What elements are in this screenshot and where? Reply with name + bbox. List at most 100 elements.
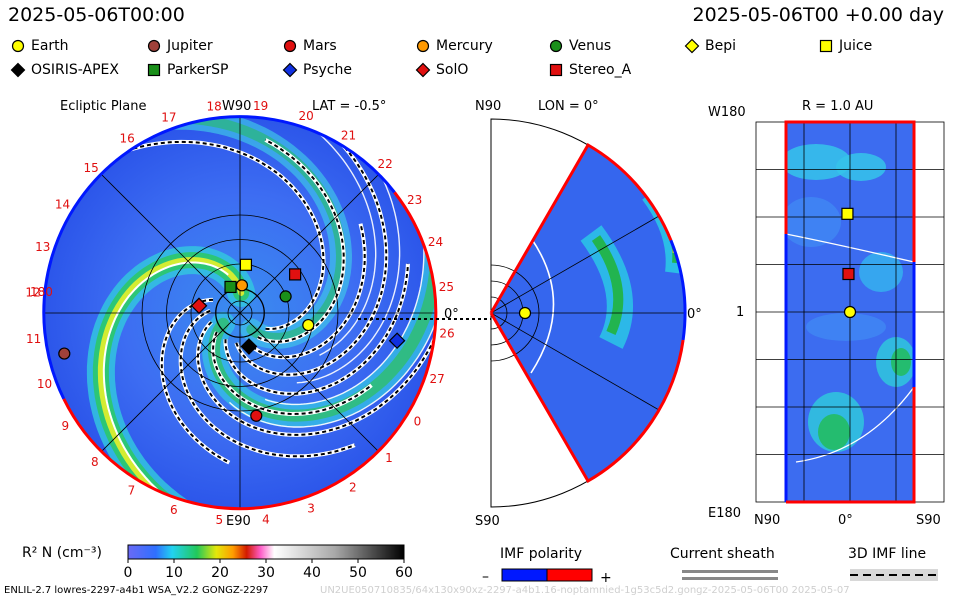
meridional-positive-rim	[489, 312, 685, 484]
longitude-tick-label: 26	[439, 327, 454, 341]
density-patch	[806, 313, 886, 341]
longitude-tick-label: 0	[414, 415, 422, 429]
longitude-tick-label: 24	[428, 235, 443, 249]
body-jupiter	[58, 347, 71, 360]
diamond-marker-icon	[282, 62, 298, 78]
legend-label: Venus	[569, 38, 612, 54]
longitude-tick-label: 15	[83, 161, 98, 175]
ecliptic-polarity-rim	[42, 115, 438, 511]
legend-item-mercury: Mercury	[415, 38, 493, 54]
ecliptic-bodies	[58, 258, 406, 422]
sheath-line	[795, 386, 914, 463]
imf-line	[212, 331, 373, 416]
density-patch	[786, 144, 851, 180]
projection-x-label-2: S90	[916, 513, 941, 528]
circle-marker-icon	[549, 39, 563, 53]
longitude-tick-label: 7	[128, 484, 136, 498]
body-juice	[239, 258, 253, 271]
colorbar-label: R² N (cm⁻³)	[22, 545, 102, 561]
legend-item-parkersp: ParkerSP	[146, 62, 228, 78]
body-mars	[250, 409, 263, 422]
imf-plus-sign: +	[600, 570, 612, 586]
density-patch	[836, 153, 886, 181]
longitude-tick-label: 13	[35, 240, 50, 254]
square-marker-icon	[147, 63, 161, 77]
longitude-tick-label: 25	[439, 280, 454, 294]
sheath-line-2	[682, 577, 778, 580]
legend-item-venus: Venus	[548, 38, 611, 54]
longitude-tick-label: 18	[206, 100, 221, 114]
footer-left: ENLIL-2.7 lowres-2297-a4b1 WSA_V2.2 GONG…	[4, 585, 269, 596]
ecliptic-title: Ecliptic Plane	[60, 99, 146, 114]
longitude-tick-label: 17	[161, 111, 176, 125]
body-parkersp	[224, 280, 237, 294]
white-sheath-arc	[296, 139, 401, 384]
colorbar: R² N (cm⁻³) 0 10 20 30 40 50 60	[22, 544, 413, 581]
projection-positive-rim	[786, 387, 916, 504]
projection-bodies	[841, 207, 857, 319]
imf-line	[235, 136, 388, 376]
imf-line	[120, 140, 325, 330]
projection-panel: R = 1.0 AU W180 E180 1 N90 0° S90	[708, 99, 945, 528]
colorbar-tick-label: 0	[124, 565, 133, 581]
white-sheath-arc	[281, 117, 377, 356]
body-mercury	[235, 279, 249, 292]
meridional-body-earth	[518, 306, 532, 320]
legend-label: Stereo_A	[569, 62, 632, 78]
legend-item-jupiter: Jupiter	[146, 38, 213, 54]
white-sheath-arc	[229, 277, 436, 428]
longitude-tick-label: 16	[120, 131, 135, 145]
colorbar-tick-label: 60	[395, 565, 413, 581]
longitude-tick-label: 5	[215, 513, 223, 527]
ecliptic-top-label: W90	[222, 99, 251, 114]
longitude-tick-label: 9	[61, 419, 69, 433]
imf-negative-swatch	[501, 568, 548, 582]
density-patch	[818, 414, 850, 450]
legend-item-bepi: Bepi	[684, 38, 736, 54]
meridional-negative-rim	[669, 239, 687, 341]
diamond-marker-icon	[684, 38, 700, 54]
square-marker-icon	[549, 63, 563, 77]
current-sheath-label: Current sheath	[670, 546, 775, 562]
colorbar-ticks: 0 10 20 30 40 50 60	[124, 559, 413, 581]
imf-polarity-legend: IMF polarity – +	[482, 546, 612, 586]
longitude-tick-label: 14	[55, 198, 70, 212]
legend-item-earth: Earth	[10, 38, 69, 54]
body-stereo-a	[289, 268, 302, 281]
imf-line	[160, 298, 230, 464]
legend-label: Mars	[303, 38, 337, 54]
legend-item-juice: Juice	[818, 38, 872, 54]
meridional-positive-rim	[489, 142, 673, 314]
circle-marker-icon	[11, 39, 25, 53]
body-venus	[279, 290, 292, 303]
body-osiris-apex	[240, 338, 258, 355]
projection-bottom-left: E180	[708, 506, 741, 521]
ecliptic-lat-label: LAT = -0.5°	[312, 99, 386, 114]
legend-item-mars: Mars	[282, 38, 337, 54]
legend-item-stereo-a: Stereo_A	[548, 62, 631, 78]
imf-line	[179, 309, 356, 458]
colorbar-tick-label: 40	[303, 565, 321, 581]
sheath-line	[530, 237, 555, 374]
circle-marker-icon	[416, 39, 430, 53]
legend-item-osiris-apex: OSIRIS-APEX	[10, 62, 119, 78]
circle-marker-icon	[283, 39, 297, 53]
longitude-tick-label: 27	[430, 372, 445, 386]
projection-body-juice	[841, 207, 854, 220]
imf-line	[257, 139, 345, 343]
projection-polarity-rim	[784, 120, 916, 504]
imf-line	[197, 321, 436, 436]
legend-label: Psyche	[303, 62, 352, 78]
longitude-tick-label: 2	[349, 481, 357, 495]
projection-mid-left: 1	[736, 305, 744, 320]
imf-line	[224, 263, 409, 395]
spoke-line	[101, 174, 379, 452]
longitude-tick-label: 21	[341, 129, 356, 143]
sheath-line	[786, 233, 914, 263]
projection-body-stereo-a	[842, 267, 855, 281]
legend-label: Mercury	[436, 38, 493, 54]
legend-label: SolO	[436, 62, 469, 78]
colorbar-tick-label: 30	[257, 565, 275, 581]
